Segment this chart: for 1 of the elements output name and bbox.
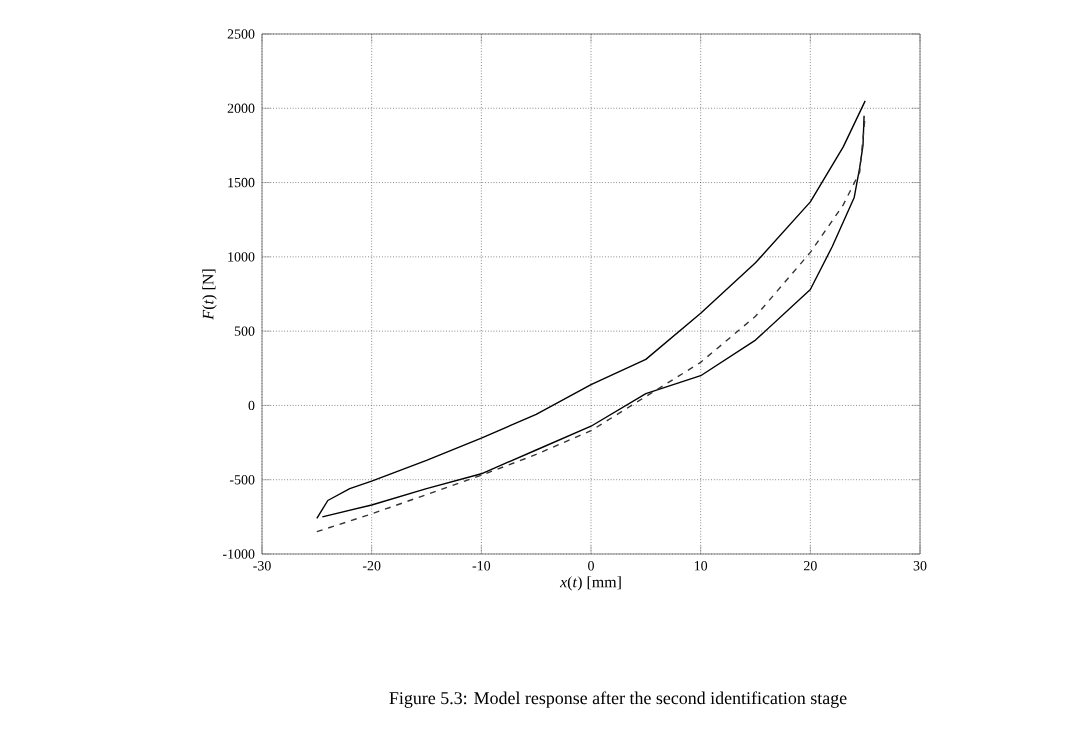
caption: Figure 5.3: Model response after the second identification stage xyxy=(389,691,847,708)
